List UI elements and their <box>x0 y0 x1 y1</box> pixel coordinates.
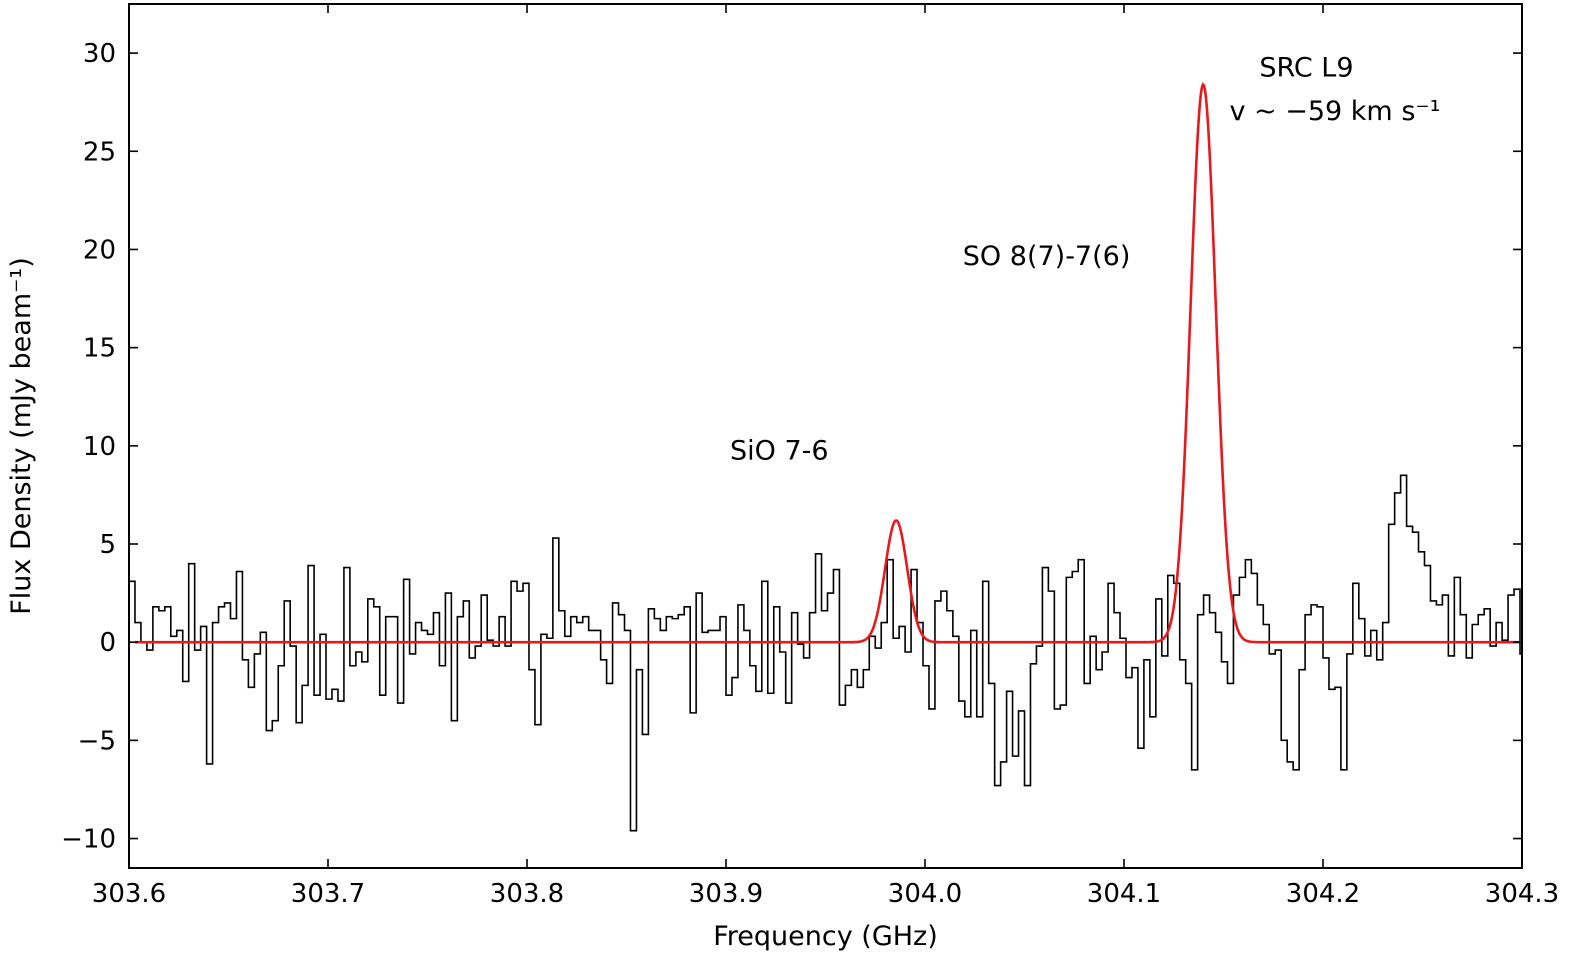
y-tick-label: 20 <box>83 235 116 265</box>
x-axis-label: Frequency (GHz) <box>713 921 938 952</box>
y-tick-label: 5 <box>99 530 116 560</box>
y-tick-label: 30 <box>83 39 116 69</box>
y-tick-label: 10 <box>83 432 116 462</box>
y-tick-label: 0 <box>99 628 116 658</box>
x-tick-label: 303.7 <box>291 879 365 909</box>
annotation-label: SRC L9 <box>1259 53 1353 84</box>
annotation-label: SO 8(7)-7(6) <box>963 241 1131 272</box>
x-tick-label: 303.6 <box>92 879 166 909</box>
y-tick-label: −10 <box>61 825 116 855</box>
spectrum-step-line <box>129 474 1522 832</box>
plot-frame <box>128 3 1523 869</box>
x-tick-label: 304.0 <box>888 879 962 909</box>
x-tick-label: 304.2 <box>1286 879 1360 909</box>
annotation-label: SiO 7-6 <box>730 436 829 467</box>
annotation-label: v ~ −59 km s⁻¹ <box>1229 96 1440 127</box>
x-tick-label: 303.9 <box>689 879 763 909</box>
x-tick-label: 303.8 <box>490 879 564 909</box>
x-tick-label: 304.1 <box>1087 879 1161 909</box>
y-axis-label: Flux Density (mJy beam⁻¹) <box>6 257 37 615</box>
y-tick-label: −5 <box>78 726 116 756</box>
y-tick-label: 25 <box>83 137 116 167</box>
x-tick-label: 304.3 <box>1485 879 1559 909</box>
gaussian-fit-line <box>134 82 1522 644</box>
y-tick-label: 15 <box>83 334 116 364</box>
